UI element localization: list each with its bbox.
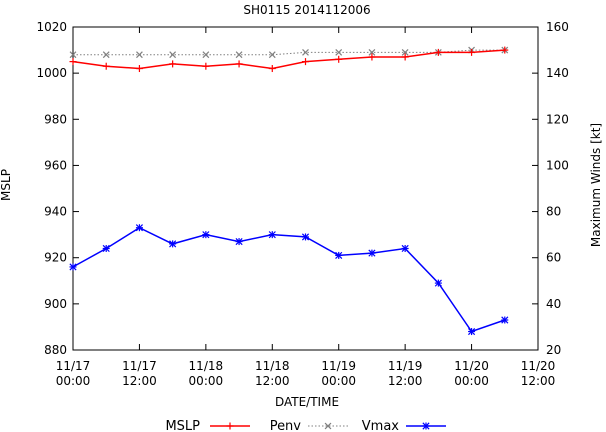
x-tick-label-date: 11/19 (321, 359, 356, 373)
x-tick-label-time: 00:00 (321, 374, 356, 388)
x-tick-label-date: 11/17 (56, 359, 91, 373)
y-left-tick-label: 960 (44, 158, 67, 172)
series-vmax-point-d2 (301, 233, 310, 241)
series-vmax-point-d2 (202, 231, 210, 239)
series-penv-point-d2 (202, 51, 210, 59)
series-vmax-point-d2 (434, 279, 442, 287)
series-penv-point-d2 (169, 51, 177, 59)
series-vmax (69, 224, 509, 336)
legend-label-penv: Penv (270, 419, 302, 432)
y-right-tick-label: 160 (546, 20, 569, 34)
series-vmax-point-d2 (335, 251, 343, 259)
plot-axes: 880 900 920 940 960 980 1000 1020 20 40 60 80 100 120… (36, 20, 568, 388)
series-penv-point-d2 (335, 48, 343, 56)
y-left-tick-label: 1020 (36, 20, 67, 34)
plot-frame (72, 26, 539, 351)
x-tick-label-time: 00:00 (189, 374, 224, 388)
series-vmax-point-d2 (501, 316, 509, 324)
series-penv-point-d2 (235, 51, 243, 59)
y-axis-left-label: MSLP (0, 169, 13, 201)
series-mslp-line (72, 49, 505, 70)
y-right-tick-label: 140 (546, 66, 569, 80)
series-penv-point-d2 (268, 51, 276, 59)
x-tick-label-date: 11/18 (255, 359, 290, 373)
series-vmax-point-d2 (135, 224, 144, 232)
series-penv (69, 46, 509, 59)
series-vmax-point-d2 (401, 244, 409, 253)
y-axis-right-label: Maximum Winds [kt] (589, 123, 603, 247)
series-penv-point-d2 (368, 48, 376, 56)
y-left-tick-label: 980 (44, 112, 67, 126)
chart-title: SH0115 2014112006 (243, 3, 370, 17)
series-vmax-point-d2 (69, 263, 77, 271)
series-vmax-point-d2 (268, 231, 276, 239)
legend-label-mslp: MSLP (165, 419, 200, 432)
x-tick-label-time: 12:00 (122, 374, 157, 388)
series-vmax-point-d2 (467, 327, 476, 336)
y-left-tick-label: 880 (44, 343, 67, 357)
y-left-tick-label: 900 (44, 297, 67, 311)
x-tick-label-date: 11/18 (189, 359, 224, 373)
x-tick-label-time: 00:00 (454, 374, 489, 388)
y-left-tick-label: 920 (44, 251, 67, 265)
series-penv-point-d2 (102, 51, 110, 59)
series-vmax-line (72, 226, 506, 333)
series-mslp (69, 46, 509, 73)
legend-marker-vmax-d2 (422, 422, 430, 430)
series-penv-point-d2 (401, 48, 409, 56)
series-penv-point-d2 (302, 48, 309, 56)
series-penv-point-d2 (136, 51, 143, 59)
x-tick-label-time: 00:00 (56, 374, 91, 388)
y-right-tick-label: 120 (546, 112, 569, 126)
series-vmax-point-d2 (102, 244, 110, 253)
x-tick-label-date: 11/19 (388, 359, 423, 373)
x-tick-label-time: 12:00 (255, 374, 290, 388)
series-vmax-point-d2 (235, 237, 243, 246)
legend: MSLP Penv Vmax (165, 419, 446, 432)
y-right-tick-label: 60 (546, 251, 561, 265)
legend-marker-penv-d2 (324, 422, 332, 430)
x-tick-label-date: 11/20 (521, 359, 556, 373)
y-right-tick-label: 20 (546, 343, 561, 357)
y-right-tick-label: 100 (546, 158, 569, 172)
series-penv-point-d2 (69, 51, 77, 59)
y-left-tick-label: 1000 (36, 66, 67, 80)
legend-label-vmax: Vmax (362, 419, 400, 432)
x-tick-label-date: 11/20 (454, 359, 489, 373)
y-right-tick-label: 40 (546, 297, 561, 311)
y-right-tick-label: 80 (546, 205, 561, 219)
series-vmax-point-d2 (169, 240, 177, 248)
x-axis-label: DATE/TIME (275, 395, 339, 409)
y-left-tick-label: 940 (44, 205, 67, 219)
x-tick-label-time: 12:00 (521, 374, 556, 388)
series-vmax-point-d2 (368, 249, 376, 257)
x-tick-label-date: 11/17 (122, 359, 157, 373)
x-tick-label-time: 12:00 (388, 374, 423, 388)
series-layer (69, 46, 509, 336)
